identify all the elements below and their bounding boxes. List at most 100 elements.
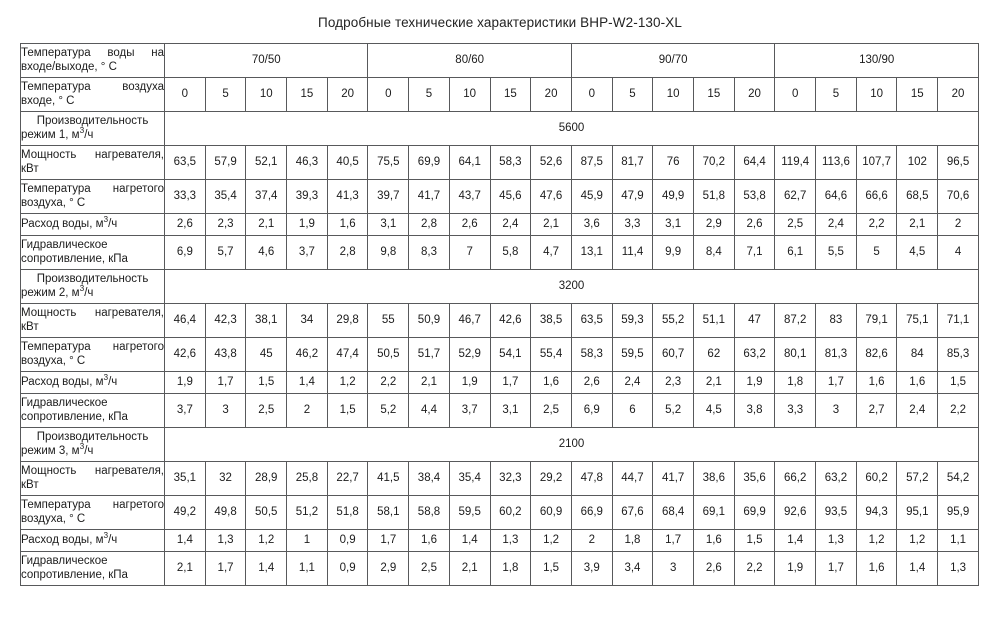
heated-air-temperature-cell: 33,3	[164, 179, 206, 214]
label-heater-power-mode-1: Мощность нагревателя, кВт	[19, 145, 166, 180]
heater-power-cell: 66,2	[774, 461, 817, 496]
heater-power-cell: 38,4	[408, 461, 450, 496]
heated-air-temperature-cell: 47,6	[530, 179, 572, 214]
hydraulic-resistance-cell: 1,9	[774, 551, 817, 586]
label-capacity-mode-1: Производительность режим 1, м3/ч	[19, 111, 166, 146]
water-flow-cell: 1,7	[815, 371, 857, 394]
inlet-air-temp-cell: 15	[692, 77, 735, 112]
hydraulic-resistance-cell: 6,9	[570, 393, 613, 428]
heated-air-temperature-cell: 93,5	[815, 495, 857, 530]
inlet-air-temp-cell: 5	[815, 77, 857, 112]
label-hydraulic-resistance-mode-2: Гидравлическое сопротивление, кПа	[19, 393, 166, 428]
label-water-temperature: Температура воды на входе/выходе, ° С	[19, 43, 166, 78]
heater-power-cell: 63,5	[570, 303, 613, 338]
heated-air-temperature-cell: 41,7	[408, 179, 450, 214]
water-flow-cell: 2,3	[204, 213, 247, 236]
water-flow-cell: 3,3	[611, 213, 654, 236]
hydraulic-resistance-cell: 3	[815, 393, 857, 428]
water-flow-cell: 1,9	[286, 213, 328, 236]
water-flow-cell: 2,8	[408, 213, 450, 236]
heater-power-cell: 35,4	[448, 461, 491, 496]
heated-air-temperature-cell: 68,4	[652, 495, 694, 530]
water-flow-cell: 1,2	[855, 529, 898, 552]
heated-air-temperature-cell: 94,3	[855, 495, 898, 530]
hydraulic-resistance-cell: 2,2	[733, 551, 776, 586]
inlet-air-temp-cell: 5	[611, 77, 654, 112]
heated-air-temperature-cell: 39,7	[367, 179, 410, 214]
water-temp-group-80-60: 80/60	[367, 43, 572, 78]
hydraulic-resistance-cell: 5,2	[652, 393, 694, 428]
heated-air-temperature-cell: 58,1	[367, 495, 410, 530]
heated-air-temperature-cell: 45,9	[570, 179, 613, 214]
water-flow-cell: 2	[570, 529, 613, 552]
hydraulic-resistance-cell: 1,7	[815, 551, 857, 586]
row-water-temperature: Температура воды на входе/выходе, ° С 70/…	[19, 43, 979, 78]
heated-air-temperature-cell: 82,6	[855, 337, 898, 372]
water-flow-cell: 1,2	[530, 529, 572, 552]
hydraulic-resistance-cell: 3,1	[489, 393, 532, 428]
heater-power-cell: 55	[367, 303, 410, 338]
heated-air-temperature-cell: 39,3	[286, 179, 328, 214]
water-flow-cell: 1,9	[733, 371, 776, 394]
hydraulic-resistance-cell: 0,9	[326, 551, 369, 586]
heated-air-temperature-cell: 35,4	[204, 179, 247, 214]
heater-power-cell: 34	[286, 303, 328, 338]
water-flow-cell: 2,4	[815, 213, 857, 236]
water-flow-cell: 1,2	[326, 371, 369, 394]
water-flow-cell: 2,3	[652, 371, 694, 394]
heater-power-cell: 42,3	[204, 303, 247, 338]
water-flow-cell: 2,1	[896, 213, 939, 236]
hydraulic-resistance-cell: 6	[611, 393, 654, 428]
label-heated-air-temperature-mode-3: Температура нагретого воздуха, ° С	[19, 495, 166, 530]
heated-air-temperature-cell: 50,5	[367, 337, 410, 372]
hydraulic-resistance-cell: 3,7	[448, 393, 491, 428]
heater-power-cell: 63,5	[164, 145, 206, 180]
hydraulic-resistance-cell: 4	[937, 235, 979, 270]
hydraulic-resistance-cell: 2,5	[408, 551, 450, 586]
heated-air-temperature-cell: 49,8	[204, 495, 247, 530]
label-water-flow-mode-1: Расход воды, м3/ч	[19, 213, 166, 236]
row-heated-air-temperature-mode-2: Температура нагретого воздуха, ° С 42,6 43…	[19, 337, 979, 372]
heater-power-cell: 32	[204, 461, 247, 496]
hydraulic-resistance-cell: 7,1	[733, 235, 776, 270]
heater-power-cell: 119,4	[774, 145, 817, 180]
water-flow-cell: 2,9	[692, 213, 735, 236]
water-flow-cell: 2,1	[530, 213, 572, 236]
label-heater-power-mode-2: Мощность нагревателя, кВт	[19, 303, 166, 338]
water-flow-cell: 1,7	[204, 371, 247, 394]
hydraulic-resistance-cell: 9,9	[652, 235, 694, 270]
heater-power-cell: 75,5	[367, 145, 410, 180]
water-flow-cell: 2	[937, 213, 979, 236]
hydraulic-resistance-cell: 2,5	[530, 393, 572, 428]
row-hydraulic-resistance-mode-2: Гидравлическое сопротивление, кПа 3,7 3 2,5…	[19, 393, 979, 428]
water-flow-cell: 1,2	[245, 529, 288, 552]
hydraulic-resistance-cell: 2,7	[855, 393, 898, 428]
heater-power-cell: 71,1	[937, 303, 979, 338]
heater-power-cell: 22,7	[326, 461, 369, 496]
heater-power-cell: 52,1	[245, 145, 288, 180]
hydraulic-resistance-cell: 2,6	[692, 551, 735, 586]
hydraulic-resistance-cell: 1,4	[896, 551, 939, 586]
heated-air-temperature-cell: 42,6	[164, 337, 206, 372]
hydraulic-resistance-cell: 5	[855, 235, 898, 270]
water-temp-group-130-90: 130/90	[774, 43, 979, 78]
heater-power-cell: 38,1	[245, 303, 288, 338]
water-flow-cell: 1,6	[530, 371, 572, 394]
water-flow-cell: 1,4	[164, 529, 206, 552]
capacity-value-mode-1: 5600	[164, 111, 979, 146]
heater-power-cell: 55,2	[652, 303, 694, 338]
hydraulic-resistance-cell: 2,9	[367, 551, 410, 586]
row-water-flow-mode-2: Расход воды, м3/ч 1,9 1,7 1,5 1,4 1,2 2,2 2,1 1,…	[19, 371, 979, 394]
water-flow-cell: 2,1	[245, 213, 288, 236]
hydraulic-resistance-cell: 8,4	[692, 235, 735, 270]
heated-air-temperature-cell: 66,9	[570, 495, 613, 530]
heated-air-temperature-cell: 81,3	[815, 337, 857, 372]
heated-air-temperature-cell: 50,5	[245, 495, 288, 530]
heated-air-temperature-cell: 64,6	[815, 179, 857, 214]
heater-power-cell: 70,2	[692, 145, 735, 180]
heater-power-cell: 54,2	[937, 461, 979, 496]
heated-air-temperature-cell: 43,7	[448, 179, 491, 214]
water-flow-cell: 2,6	[570, 371, 613, 394]
heated-air-temperature-cell: 60,2	[489, 495, 532, 530]
